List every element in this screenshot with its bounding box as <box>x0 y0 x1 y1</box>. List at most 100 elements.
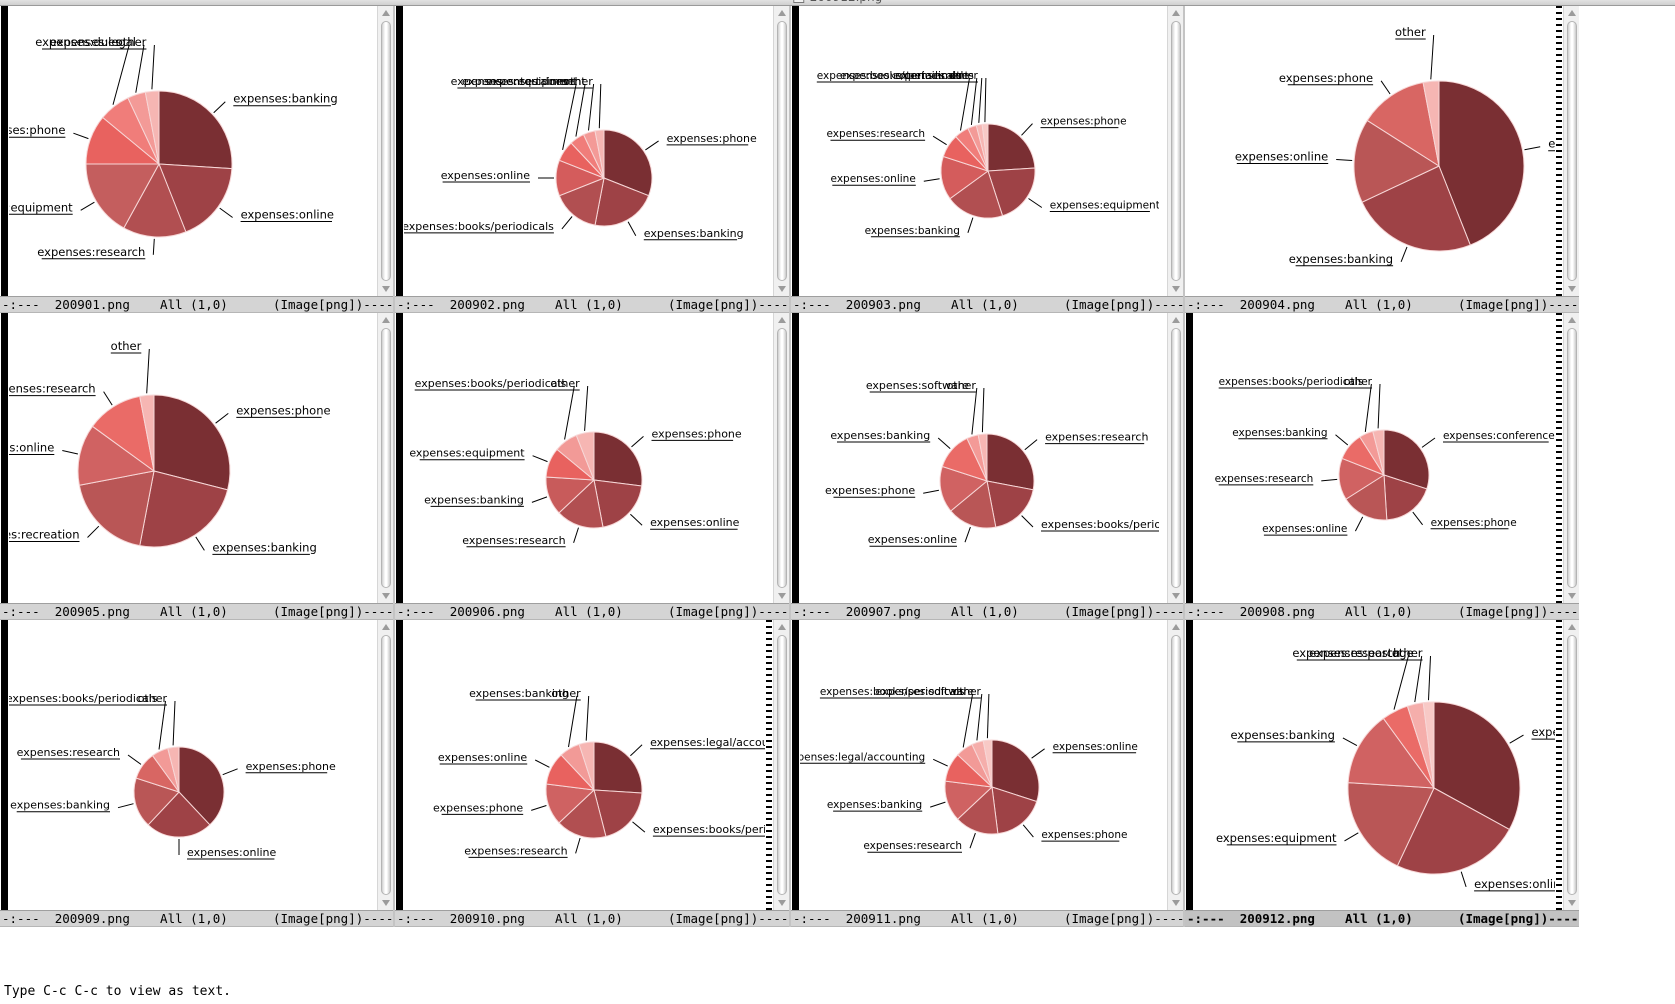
image-canvas[interactable]: expenses:phone expenses:banking expenses:b… <box>404 6 765 296</box>
scrollbar-thumb[interactable] <box>381 635 391 895</box>
vertical-scrollbar[interactable] <box>377 620 393 910</box>
scroll-down-arrow-icon[interactable] <box>774 589 789 603</box>
emacs-window-200901[interactable]: expenses:banking expenses:online expenses:… <box>0 6 393 313</box>
window-text-area[interactable]: expenses:phone expenses:online expenses:ba… <box>0 620 393 910</box>
mode-line-200901[interactable]: -:--- 200901.png All (1,0) (Image[png]) -… <box>0 296 393 313</box>
scrollbar-thumb[interactable] <box>1567 21 1577 281</box>
scroll-down-arrow-icon[interactable] <box>378 282 393 296</box>
mode-line-200911[interactable]: -:--- 200911.png All (1,0) (Image[png]) -… <box>791 910 1183 927</box>
image-canvas[interactable]: expenses:research expenses:banking expense… <box>1194 6 1555 296</box>
window-divider[interactable] <box>1183 620 1185 927</box>
image-canvas[interactable]: expenses:phone expenses:online expenses:ba… <box>9 620 369 910</box>
mode-line-200910[interactable]: -:--- 200910.png All (1,0) (Image[png]) -… <box>395 910 789 927</box>
scroll-down-arrow-icon[interactable] <box>1564 589 1579 603</box>
scroll-up-arrow-icon[interactable] <box>378 6 393 20</box>
window-divider[interactable] <box>1183 6 1185 313</box>
mode-line-200902[interactable]: -:--- 200902.png All (1,0) (Image[png]) -… <box>395 296 789 313</box>
vertical-scrollbar[interactable] <box>1563 620 1579 910</box>
emacs-window-200911[interactable]: expenses:online expenses:phone expenses:re… <box>791 620 1183 927</box>
scrollbar-thumb[interactable] <box>777 21 787 281</box>
vertical-scrollbar[interactable] <box>1167 6 1183 296</box>
scroll-down-arrow-icon[interactable] <box>378 896 393 910</box>
mode-line-200905[interactable]: -:--- 200905.png All (1,0) (Image[png]) -… <box>0 603 393 620</box>
scroll-up-arrow-icon[interactable] <box>774 6 789 20</box>
window-divider[interactable] <box>393 6 395 313</box>
image-canvas[interactable]: expenses:phone expenses:banking expenses:r… <box>9 313 369 603</box>
scrollbar-thumb[interactable] <box>1567 328 1577 588</box>
scroll-up-arrow-icon[interactable] <box>1564 313 1579 327</box>
window-text-area[interactable]: expenses:phone expenses:banking expenses:r… <box>0 313 393 603</box>
image-canvas[interactable]: expenses:phone expenses:online expenses:eq… <box>1194 620 1555 910</box>
scroll-up-arrow-icon[interactable] <box>1564 620 1579 634</box>
image-canvas[interactable]: expenses:banking expenses:online expenses:… <box>9 6 369 296</box>
window-divider[interactable] <box>789 620 791 927</box>
scroll-up-arrow-icon[interactable] <box>1168 620 1183 634</box>
emacs-window-200904[interactable]: expenses:research expenses:banking expense… <box>1185 6 1579 313</box>
scrollbar-thumb[interactable] <box>381 328 391 588</box>
image-canvas[interactable]: expenses:conference expenses:phone expense… <box>1194 313 1555 603</box>
scrollbar-thumb[interactable] <box>381 21 391 281</box>
scrollbar-thumb[interactable] <box>1171 635 1181 895</box>
window-divider[interactable] <box>1183 313 1185 620</box>
image-canvas[interactable]: expenses:legal/accounting expenses:books/… <box>404 620 765 910</box>
window-text-area[interactable]: expenses:research expenses:banking expense… <box>1185 6 1579 296</box>
scrollbar-thumb[interactable] <box>1567 635 1577 895</box>
scroll-down-arrow-icon[interactable] <box>1564 896 1579 910</box>
emacs-window-200905[interactable]: expenses:phone expenses:banking expenses:r… <box>0 313 393 620</box>
mode-line-200906[interactable]: -:--- 200906.png All (1,0) (Image[png]) -… <box>395 603 789 620</box>
emacs-window-200909[interactable]: expenses:phone expenses:online expenses:ba… <box>0 620 393 927</box>
scroll-down-arrow-icon[interactable] <box>774 282 789 296</box>
image-canvas[interactable]: expenses:phone expenses:online expenses:re… <box>404 313 765 603</box>
window-text-area[interactable]: expenses:phone expenses:equipment expenses… <box>791 6 1183 296</box>
mode-line-200904[interactable]: -:--- 200904.png All (1,0) (Image[png]) -… <box>1185 296 1579 313</box>
image-canvas[interactable]: expenses:research expenses:books/periodic… <box>800 313 1159 603</box>
scrollbar-thumb[interactable] <box>1171 328 1181 588</box>
window-divider[interactable] <box>393 313 395 620</box>
window-text-area[interactable]: expenses:legal/accounting expenses:books/… <box>395 620 789 910</box>
window-text-area[interactable]: expenses:conference expenses:phone expense… <box>1185 313 1579 603</box>
emacs-window-200902[interactable]: expenses:phone expenses:banking expenses:b… <box>395 6 789 313</box>
mode-line-200908[interactable]: -:--- 200908.png All (1,0) (Image[png]) -… <box>1185 603 1579 620</box>
window-text-area[interactable]: expenses:phone expenses:online expenses:re… <box>395 313 789 603</box>
vertical-scrollbar[interactable] <box>1167 313 1183 603</box>
mode-line-200912[interactable]: -:--- 200912.png All (1,0) (Image[png]) -… <box>1185 910 1579 927</box>
scroll-down-arrow-icon[interactable] <box>1564 282 1579 296</box>
image-canvas[interactable]: expenses:phone expenses:equipment expenses… <box>800 6 1159 296</box>
vertical-scrollbar[interactable] <box>773 313 789 603</box>
scroll-down-arrow-icon[interactable] <box>774 896 789 910</box>
vertical-scrollbar[interactable] <box>1563 313 1579 603</box>
window-divider[interactable] <box>789 6 791 313</box>
scroll-down-arrow-icon[interactable] <box>1168 896 1183 910</box>
scroll-up-arrow-icon[interactable] <box>378 313 393 327</box>
emacs-window-200906[interactable]: expenses:phone expenses:online expenses:re… <box>395 313 789 620</box>
mode-line-200909[interactable]: -:--- 200909.png All (1,0) (Image[png]) -… <box>0 910 393 927</box>
emacs-window-200907[interactable]: expenses:research expenses:books/periodic… <box>791 313 1183 620</box>
window-text-area[interactable]: expenses:phone expenses:banking expenses:b… <box>395 6 789 296</box>
emacs-window-200903[interactable]: expenses:phone expenses:equipment expenses… <box>791 6 1183 313</box>
vertical-scrollbar[interactable] <box>1167 620 1183 910</box>
vertical-scrollbar[interactable] <box>773 620 789 910</box>
vertical-scrollbar[interactable] <box>377 6 393 296</box>
scroll-up-arrow-icon[interactable] <box>1564 6 1579 20</box>
window-divider[interactable] <box>393 620 395 927</box>
scrollbar-thumb[interactable] <box>777 328 787 588</box>
emacs-window-200912[interactable]: expenses:phone expenses:online expenses:eq… <box>1185 620 1579 927</box>
scrollbar-thumb[interactable] <box>1171 21 1181 281</box>
scroll-up-arrow-icon[interactable] <box>1168 313 1183 327</box>
mode-line-200907[interactable]: -:--- 200907.png All (1,0) (Image[png]) -… <box>791 603 1183 620</box>
image-canvas[interactable]: expenses:online expenses:phone expenses:re… <box>800 620 1159 910</box>
scroll-up-arrow-icon[interactable] <box>378 620 393 634</box>
scroll-up-arrow-icon[interactable] <box>774 313 789 327</box>
window-divider[interactable] <box>789 313 791 620</box>
window-text-area[interactable]: expenses:research expenses:books/periodic… <box>791 313 1183 603</box>
vertical-scrollbar[interactable] <box>773 6 789 296</box>
window-text-area[interactable]: expenses:online expenses:phone expenses:re… <box>791 620 1183 910</box>
mode-line-200903[interactable]: -:--- 200903.png All (1,0) (Image[png]) -… <box>791 296 1183 313</box>
window-text-area[interactable]: expenses:banking expenses:online expenses:… <box>0 6 393 296</box>
scroll-up-arrow-icon[interactable] <box>774 620 789 634</box>
emacs-window-200908[interactable]: expenses:conference expenses:phone expense… <box>1185 313 1579 620</box>
scroll-down-arrow-icon[interactable] <box>1168 282 1183 296</box>
vertical-scrollbar[interactable] <box>377 313 393 603</box>
emacs-window-200910[interactable]: expenses:legal/accounting expenses:books/… <box>395 620 789 927</box>
scrollbar-thumb[interactable] <box>777 635 787 895</box>
